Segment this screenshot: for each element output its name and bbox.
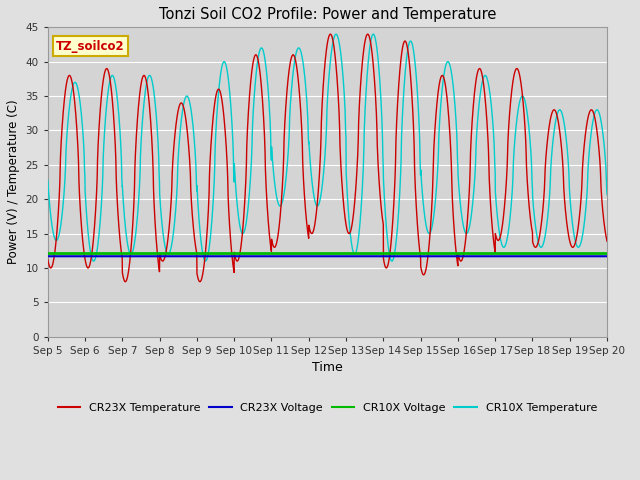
Y-axis label: Power (V) / Temperature (C): Power (V) / Temperature (C) xyxy=(7,100,20,264)
X-axis label: Time: Time xyxy=(312,361,343,374)
Title: Tonzi Soil CO2 Profile: Power and Temperature: Tonzi Soil CO2 Profile: Power and Temper… xyxy=(159,7,496,22)
Legend: CR23X Temperature, CR23X Voltage, CR10X Voltage, CR10X Temperature: CR23X Temperature, CR23X Voltage, CR10X … xyxy=(53,399,602,418)
Text: TZ_soilco2: TZ_soilco2 xyxy=(56,40,125,53)
